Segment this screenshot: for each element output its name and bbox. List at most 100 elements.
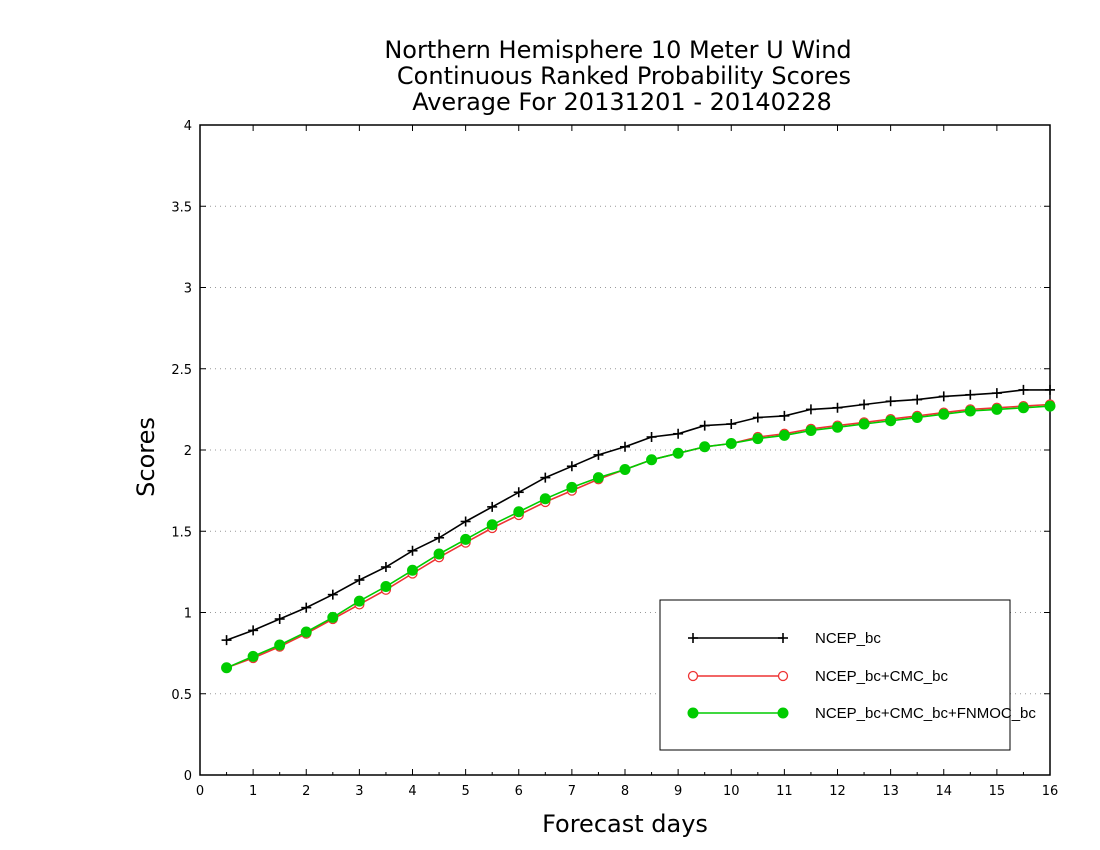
data-point [460,533,472,545]
data-point [353,595,365,607]
y-tick-label: 4 [184,119,192,134]
data-point [778,429,790,441]
data-point [912,394,923,405]
data-point [964,405,976,417]
chart-title: Northern Hemisphere 10 Meter U Wind Cont… [384,36,851,116]
data-point [699,441,711,453]
data-point [486,519,498,531]
data-point [858,418,870,430]
x-tick-label: 0 [196,784,204,799]
x-tick-label: 3 [355,784,363,799]
data-point [540,472,551,483]
x-tick-label: 12 [829,784,846,799]
series-layer [221,384,1056,674]
x-tick-label: 4 [408,784,416,799]
data-point [646,432,657,442]
data-point [248,625,259,636]
title-line-3: Average For 20131201 - 20140228 [412,88,832,116]
data-point [221,662,233,674]
x-tick-label: 1 [249,784,257,799]
x-tick-label: 10 [723,784,740,799]
data-point [673,428,684,439]
legend-marker-start [687,670,699,682]
data-point [327,589,338,600]
y-tick-label: 3.5 [171,200,192,215]
data-point [433,548,445,560]
y-tick-label: 2.5 [171,363,192,378]
data-point [300,626,312,638]
legend-item-1: NCEP_bc+CMC_bc [687,668,948,685]
series-0 [221,384,1055,646]
x-tick-label: 9 [674,784,682,799]
x-tick-label: 8 [621,784,629,799]
data-point [699,420,710,431]
data-point [779,410,790,421]
data-point [832,421,843,433]
legend-marker-end [778,633,788,643]
data-point [965,389,976,400]
legend-label-1: NCEP_bc+CMC_bc [815,668,948,685]
x-axis-label: Forecast days [542,810,708,838]
x-tick-label: 7 [568,784,576,799]
data-point [885,396,896,407]
data-point [221,635,232,646]
y-tick-label: 3 [184,282,192,297]
legend-marker-start [688,633,698,643]
data-point [327,611,339,623]
data-point [938,408,950,420]
data-point [513,487,524,498]
data-point [274,614,285,624]
title-line-2: Continuous Ranked Probability Scores [397,62,851,90]
data-point [1045,384,1055,395]
legend-label-2: NCEP_bc+CMC_bc+FNMOC_bc [815,705,1036,722]
data-point [672,447,684,459]
data-point [885,415,897,427]
y-tick-label: 1 [184,607,192,622]
data-point [407,564,418,576]
data-point [620,441,630,452]
data-point [805,404,816,415]
data-point [380,581,392,592]
data-point [991,388,1002,399]
data-point [301,602,312,613]
y-tick-label: 1.5 [171,525,192,540]
data-point [1017,402,1029,414]
x-tick-label: 2 [302,784,310,799]
x-tick-label: 16 [1042,784,1059,799]
data-point [726,419,737,429]
data-point [991,403,1003,415]
x-tick-label: 14 [935,784,952,799]
data-point [832,402,843,413]
data-point [752,433,764,445]
data-point [513,506,525,518]
data-point [1044,400,1056,412]
data-point [380,562,391,572]
legend-box [659,599,1011,751]
data-point [566,481,578,493]
data-point [460,516,471,527]
data-point [619,464,631,475]
x-tick-label: 11 [776,784,793,799]
legend-item-2: NCEP_bc+CMC_bc+FNMOC_bc [687,705,1036,722]
x-tick-label: 15 [989,784,1006,799]
data-point [1018,384,1029,395]
legend-label-0: NCEP_bc [815,630,881,647]
legend-marker-end [777,670,789,682]
data-point [752,412,763,423]
data-point [407,545,418,556]
y-axis-label: Scores [132,417,160,497]
data-point [646,454,658,466]
data-point [592,472,604,484]
data-point [434,532,445,543]
legend-marker-end [777,707,789,719]
data-point [911,412,923,423]
data-point [354,575,365,585]
x-tick-label: 5 [461,784,469,799]
legend: NCEP_bc NCEP_bc+CMC_bc NCEP_bc+CMC_bc+FNMO… [659,599,1036,751]
series-2 [221,400,1056,674]
legend-item-0: NCEP_bc [688,630,881,647]
data-point [274,639,286,651]
data-point [805,425,817,436]
data-point [938,391,949,402]
